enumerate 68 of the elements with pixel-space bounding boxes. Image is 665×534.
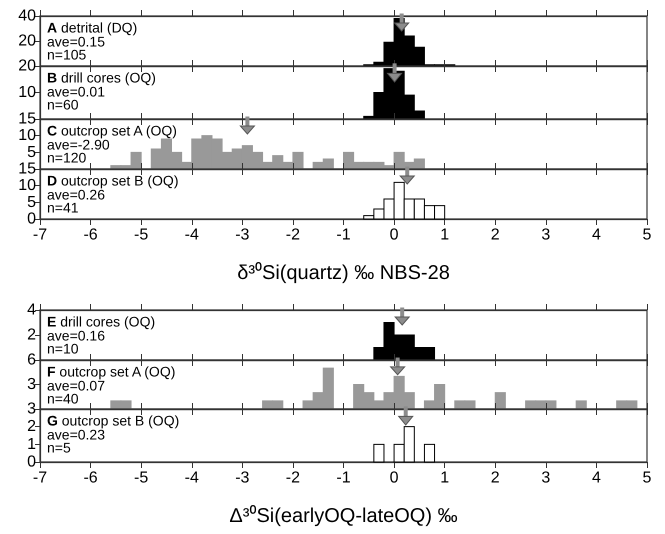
y-tick-label: 20: [18, 58, 36, 74]
x-tick-label: -6: [83, 226, 98, 244]
x-tick-label: 2: [490, 470, 500, 486]
annotation: ave=0.15: [47, 34, 106, 50]
y-tick-label: 1: [27, 436, 36, 453]
x-tick-label: -5: [134, 226, 148, 244]
x-tick-label: 0: [390, 470, 399, 486]
x-tick-label: 5: [642, 470, 652, 486]
annotation: n=5: [47, 440, 71, 456]
x-tick-label: -2: [286, 226, 300, 244]
x-axis-title: δ³⁰Si(quartz) ‰ NBS-28: [237, 261, 450, 284]
x-tick-label: 0: [390, 226, 399, 244]
y-tick-label: 10: [18, 177, 36, 194]
annotation: n=60: [47, 96, 79, 112]
chart-title: G outcrop set B (OQ): [47, 412, 180, 428]
x-tick-label: -5: [134, 470, 148, 486]
x-tick-label: -4: [184, 470, 199, 486]
y-tick-label: 10: [18, 127, 36, 144]
y-tick-label: 6: [27, 352, 36, 368]
x-tick-label: -7: [32, 470, 48, 486]
x-tick-label: 3: [541, 470, 550, 486]
x-tick-label: -6: [83, 470, 98, 486]
y-tick-label: 5: [27, 144, 36, 161]
y-tick-label: 15: [18, 110, 36, 128]
x-tick-label: -4: [184, 226, 199, 244]
chart-title: B drill cores (OQ): [47, 70, 156, 86]
x-tick-label: 3: [541, 226, 550, 244]
x-tick-label: -3: [235, 226, 250, 244]
chart-title: D outcrop set B (OQ): [47, 172, 178, 188]
y-tick-label: 15: [18, 160, 36, 178]
x-axis-title: Δ³⁰Si(earlyOQ-lateOQ) ‰: [229, 504, 458, 527]
y-tick-label: 2: [27, 418, 36, 436]
x-tick-label: -1: [336, 470, 351, 486]
x-tick-label: 4: [592, 226, 601, 244]
y-tick-label: 5: [27, 194, 36, 211]
x-tick-label: 1: [440, 470, 450, 486]
annotation: n=105: [47, 46, 87, 62]
y-tick-label: 0: [27, 210, 36, 228]
annotation: ave=0.01: [47, 84, 106, 100]
annotation: n=10: [47, 340, 79, 356]
chart-title: A detrital (DQ): [47, 20, 138, 36]
x-tick-label: -1: [336, 226, 351, 244]
x-tick-label: 5: [642, 226, 652, 244]
chart-title: F outcrop set A (OQ): [47, 364, 176, 380]
annotation: n=120: [47, 150, 87, 166]
annotation: ave=0.07: [47, 378, 106, 394]
x-tick-label: 1: [440, 226, 450, 244]
chart-title: E drill cores (OQ): [47, 314, 156, 330]
y-tick-label: 0: [27, 454, 36, 470]
annotation: n=40: [47, 390, 79, 406]
x-tick-label: -7: [32, 226, 48, 244]
y-tick-label: 3: [27, 400, 36, 418]
x-tick-label: 4: [592, 470, 601, 486]
y-tick-label: 2: [27, 326, 36, 344]
y-tick-label: 20: [18, 32, 36, 50]
annotation: ave=0.23: [47, 426, 106, 442]
y-tick-label: 3: [27, 376, 36, 393]
x-tick-label: -2: [286, 470, 300, 486]
chart-title: C outcrop set A (OQ): [47, 122, 177, 138]
y-tick-label: 10: [18, 84, 36, 101]
y-tick-label: 40: [18, 8, 36, 24]
x-tick-label: 2: [490, 226, 500, 244]
annotation: ave=0.16: [47, 328, 106, 344]
x-tick-label: -3: [235, 470, 250, 486]
y-tick-label: 4: [27, 302, 36, 318]
annotation: n=41: [47, 200, 79, 216]
annotation: ave=-2.90: [47, 136, 110, 152]
annotation: ave=0.26: [47, 186, 106, 202]
